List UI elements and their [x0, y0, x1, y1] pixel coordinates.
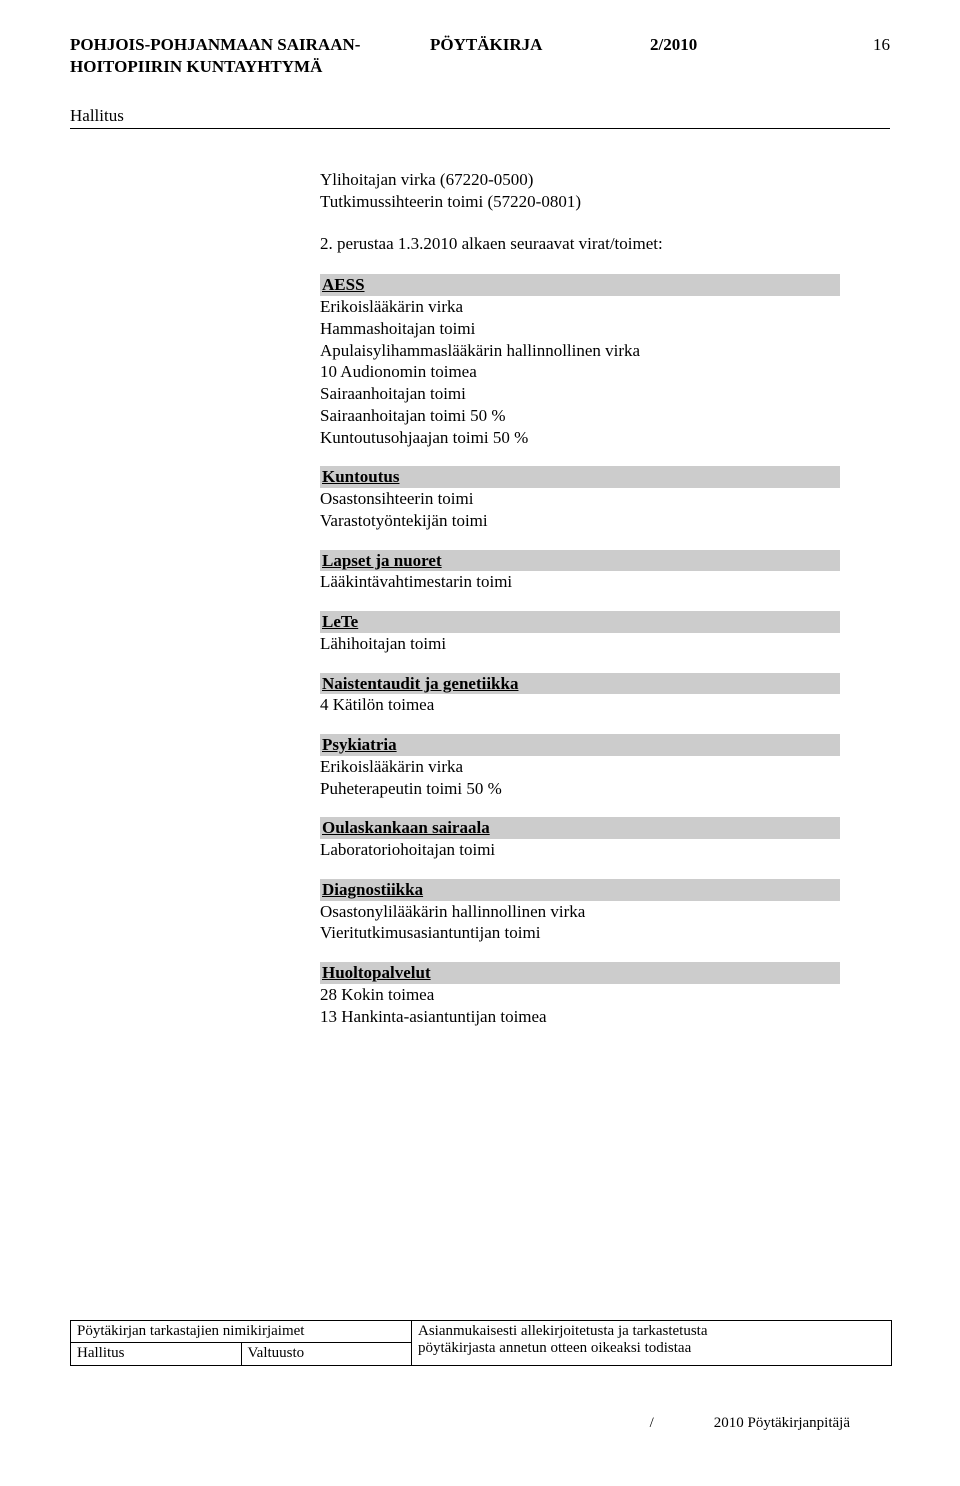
footer-cell-hallitus: Hallitus: [71, 1342, 242, 1365]
footnote-text: 2010 Pöytäkirjanpitäjä: [714, 1415, 850, 1432]
doc-type: PÖYTÄKIRJA: [430, 34, 630, 78]
section-item: Kuntoutusohjaajan toimi 50 %: [320, 427, 840, 449]
body-content: Ylihoitajan virka (67220-0500) Tutkimuss…: [320, 169, 840, 1027]
document-header: POHJOIS-POHJANMAAN SAIRAAN- HOITOPIIRIN …: [70, 34, 890, 78]
footer-right: Asianmukaisesti allekirjoitetusta ja tar…: [411, 1321, 891, 1365]
section-item: Erikoislääkärin virka: [320, 296, 840, 318]
section-item: 28 Kokin toimea: [320, 984, 840, 1006]
intro-perustaa: 2. perustaa 1.3.2010 alkaen seuraavat vi…: [320, 233, 840, 255]
intro-line-2: Tutkimussihteerin toimi (57220-0801): [320, 191, 840, 213]
section-block: DiagnostiikkaOsastonylilääkärin hallinno…: [320, 879, 840, 944]
section-block: AESSErikoislääkärin virkaHammashoitajan …: [320, 274, 840, 448]
org-line-1: POHJOIS-POHJANMAAN SAIRAAN-: [70, 34, 410, 56]
section-item: Vieritutkimusasiantuntijan toimi: [320, 922, 840, 944]
footer-left: Pöytäkirjan tarkastajien nimikirjaimet H…: [71, 1321, 411, 1365]
section-heading: AESS: [320, 274, 840, 296]
section-block: Naistentaudit ja genetiikka4 Kätilön toi…: [320, 673, 840, 717]
section-block: Huoltopalvelut28 Kokin toimea13 Hankinta…: [320, 962, 840, 1027]
footer-right-line-1: Asianmukaisesti allekirjoitetusta ja tar…: [418, 1323, 885, 1340]
section-item: 13 Hankinta-asiantuntijan toimea: [320, 1006, 840, 1028]
header-rule: [70, 128, 890, 129]
sections-container: AESSErikoislääkärin virkaHammashoitajan …: [320, 274, 840, 1027]
section-item: Osastonylilääkärin hallinnollinen virka: [320, 901, 840, 923]
section-item: Osastonsihteerin toimi: [320, 488, 840, 510]
board-label: Hallitus: [70, 106, 890, 126]
section-heading: LeTe: [320, 611, 840, 633]
section-item: Lääkintävahtimestarin toimi: [320, 571, 840, 593]
section-item: Sairaanhoitajan toimi 50 %: [320, 405, 840, 427]
section-block: KuntoutusOsastonsihteerin toimiVarastoty…: [320, 466, 840, 531]
section-block: Lapset ja nuoretLääkintävahtimestarin to…: [320, 550, 840, 594]
page-number: 16: [830, 34, 890, 78]
section-block: PsykiatriaErikoislääkärin virkaPuheterap…: [320, 734, 840, 799]
section-heading: Oulaskankaan sairaala: [320, 817, 840, 839]
section-heading: Naistentaudit ja genetiikka: [320, 673, 840, 695]
section-block: LeTeLähihoitajan toimi: [320, 611, 840, 655]
page: POHJOIS-POHJANMAAN SAIRAAN- HOITOPIIRIN …: [0, 0, 960, 1486]
section-item: Hammashoitajan toimi: [320, 318, 840, 340]
section-item: 4 Kätilön toimea: [320, 694, 840, 716]
footnote-slash: /: [650, 1415, 654, 1432]
section-block: Oulaskankaan sairaalaLaboratoriohoitajan…: [320, 817, 840, 861]
footer-left-cells: Hallitus Valtuusto: [71, 1342, 411, 1365]
section-item: 10 Audionomin toimea: [320, 361, 840, 383]
section-item: Varastotyöntekijän toimi: [320, 510, 840, 532]
doc-number: 2/2010: [650, 34, 810, 78]
section-heading: Huoltopalvelut: [320, 962, 840, 984]
section-item: Apulaisylihammaslääkärin hallinnollinen …: [320, 340, 840, 362]
section-item: Erikoislääkärin virka: [320, 756, 840, 778]
section-heading: Kuntoutus: [320, 466, 840, 488]
org-line-2: HOITOPIIRIN KUNTAYHTYMÄ: [70, 56, 410, 78]
section-heading: Lapset ja nuoret: [320, 550, 840, 572]
section-item: Puheterapeutin toimi 50 %: [320, 778, 840, 800]
footer-right-line-2: pöytäkirjasta annetun otteen oikeaksi to…: [418, 1340, 885, 1357]
footer-box: Pöytäkirjan tarkastajien nimikirjaimet H…: [70, 1320, 892, 1366]
section-item: Laboratoriohoitajan toimi: [320, 839, 840, 861]
section-item: Lähihoitajan toimi: [320, 633, 840, 655]
section-heading: Diagnostiikka: [320, 879, 840, 901]
section-heading: Psykiatria: [320, 734, 840, 756]
footnote: / 2010 Pöytäkirjanpitäjä: [70, 1415, 890, 1432]
org-name: POHJOIS-POHJANMAAN SAIRAAN- HOITOPIIRIN …: [70, 34, 410, 78]
footer-left-title: Pöytäkirjan tarkastajien nimikirjaimet: [71, 1321, 411, 1342]
footer-cell-valtuusto: Valtuusto: [242, 1342, 412, 1365]
section-item: Sairaanhoitajan toimi: [320, 383, 840, 405]
intro-line-1: Ylihoitajan virka (67220-0500): [320, 169, 840, 191]
